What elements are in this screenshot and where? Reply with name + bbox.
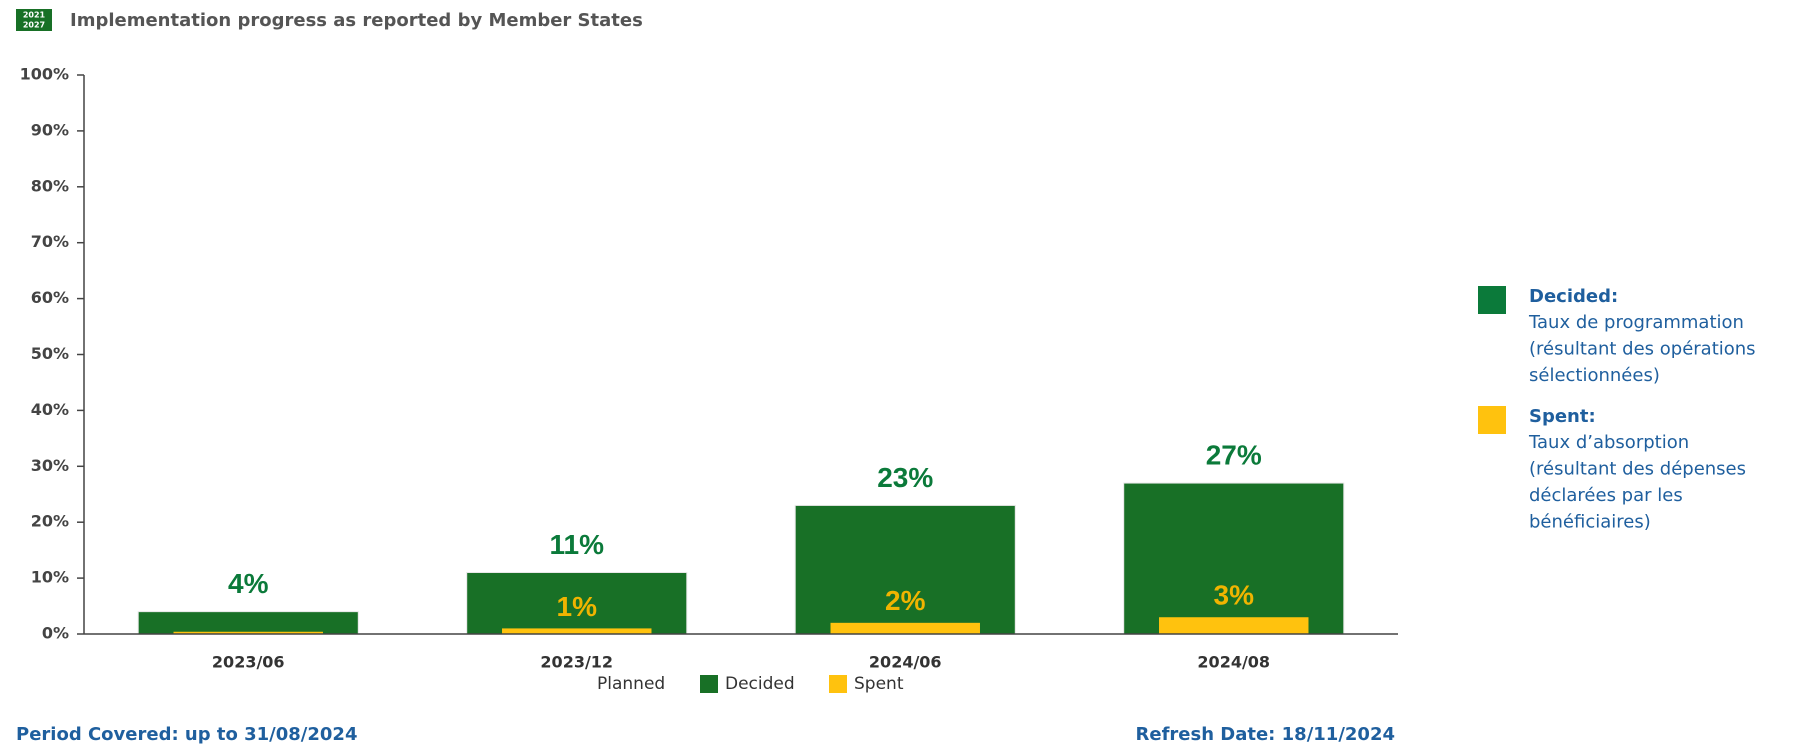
x-tick-label: 2023/12 — [540, 653, 613, 672]
data-label: 2% — [885, 585, 926, 616]
bar-spent — [830, 622, 980, 634]
bar-spent — [1159, 617, 1309, 634]
legend-swatch — [700, 675, 718, 693]
data-label: 27% — [1206, 439, 1262, 470]
y-tick-label: 50% — [31, 344, 69, 363]
icon-text: 2027 — [23, 21, 45, 30]
icon-text: 2021 — [23, 11, 46, 20]
side-legend-label: Decided: — [1529, 286, 1618, 307]
bar-spent — [502, 628, 652, 634]
y-tick-label: 40% — [31, 400, 69, 419]
footer-refresh: Refresh Date: 18/11/2024 — [1136, 724, 1396, 745]
y-tick-label: 60% — [31, 288, 69, 307]
y-tick-label: 30% — [31, 456, 69, 475]
side-legend-text: (résultant des opérations — [1529, 339, 1756, 360]
side-legend-swatch — [1478, 406, 1506, 434]
y-tick-label: 70% — [31, 232, 69, 251]
bar-decided — [794, 504, 1016, 635]
legend-label: Spent — [854, 674, 904, 694]
side-legend-text: bénéficiaires) — [1529, 512, 1651, 533]
legend-label: Planned — [597, 674, 665, 694]
y-tick-label: 90% — [31, 120, 69, 139]
data-label: 11% — [550, 529, 605, 560]
bar-decided — [466, 572, 688, 635]
y-tick-label: 80% — [31, 176, 69, 195]
x-tick-label: 2023/06 — [212, 653, 285, 672]
bar-decided — [1123, 482, 1345, 635]
side-legend-text: déclarées par les — [1529, 485, 1683, 506]
side-legend-text: Taux de programmation — [1528, 312, 1744, 333]
side-legend-text: (résultant des dépenses — [1529, 459, 1746, 480]
legend-label: Decided — [725, 674, 795, 694]
data-label: 23% — [877, 462, 933, 493]
footer-period: Period Covered: up to 31/08/2024 — [16, 724, 357, 745]
data-label: 3% — [1214, 580, 1255, 611]
period-icon — [16, 9, 52, 31]
x-tick-label: 2024/06 — [869, 653, 942, 672]
legend-swatch — [829, 675, 847, 693]
side-legend-swatch — [1478, 286, 1506, 314]
side-legend-label: Spent: — [1529, 406, 1596, 427]
y-tick-label: 100% — [20, 65, 69, 84]
y-tick-label: 10% — [31, 568, 69, 587]
x-tick-label: 2024/08 — [1197, 653, 1270, 672]
chart-title: Implementation progress as reported by M… — [70, 10, 643, 31]
bar-decided — [137, 611, 359, 635]
y-tick-label: 20% — [31, 512, 69, 531]
data-label: 1% — [557, 591, 598, 622]
side-legend-text: Taux d’absorption — [1528, 432, 1689, 453]
bar-spent — [173, 631, 323, 634]
data-label: 4% — [228, 568, 269, 599]
side-legend-text: sélectionnées) — [1529, 365, 1660, 386]
y-tick-label: 0% — [42, 624, 69, 643]
